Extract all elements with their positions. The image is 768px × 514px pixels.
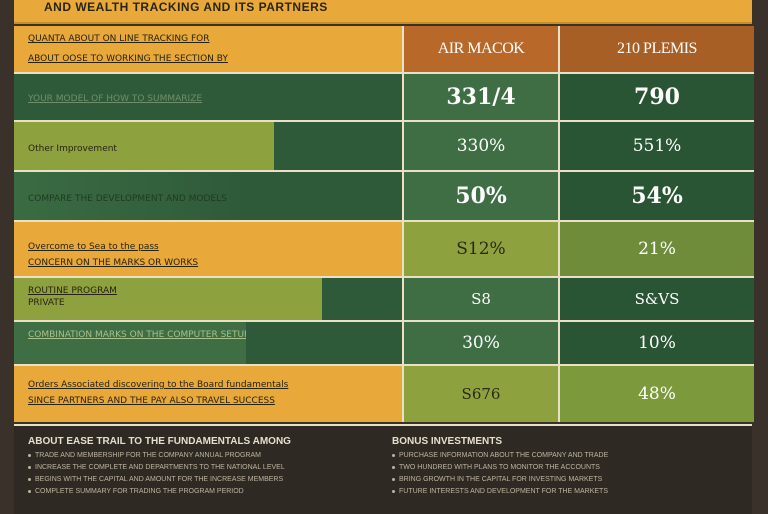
footer-left-line-text: TRADE AND MEMBERSHIP FOR THE COMPANY ANN… — [35, 452, 261, 459]
table-row: ROUTINE PROGRAM PRIVATE S8 S&VS — [14, 278, 754, 322]
footer-right-title: BONUS INVESTMENTS — [392, 436, 503, 447]
row-label-text: Other Improvement — [28, 144, 117, 154]
row-label: Overcome to Sea to the pass CONCERN ON T… — [14, 222, 402, 276]
table-header-row: QUANTA ABOUT ON LINE TRACKING FOR ABOUT … — [14, 26, 754, 74]
footer-right-line: BRING GROWTH IN THE CAPITAL FOR INVESTIN… — [392, 476, 742, 483]
footer-left-line-text: COMPLETE SUMMARY FOR TRADING THE PROGRAM… — [35, 488, 244, 495]
table-row: Other Improvement 330% 551% — [14, 122, 754, 172]
footer-right: BONUS INVESTMENTS PURCHASE INFORMATION A… — [392, 436, 742, 495]
bullet-icon — [28, 465, 31, 469]
footer-left-line: BEGINS WITH THE CAPITAL AND AMOUNT FOR T… — [28, 476, 378, 483]
footer-left-line-text: BEGINS WITH THE CAPITAL AND AMOUNT FOR T… — [35, 476, 284, 483]
table-row: Orders Associated discovering to the Boa… — [14, 366, 754, 422]
table-row: COMPARE THE DEVELOPMENT AND MODELS 50% 5… — [14, 172, 754, 222]
row-label-text: YOUR MODEL OF HOW TO SUMMARIZE — [28, 94, 203, 104]
footer-right-line-text: BRING GROWTH IN THE CAPITAL FOR INVESTIN… — [399, 476, 603, 483]
table-row: Overcome to Sea to the pass CONCERN ON T… — [14, 222, 754, 278]
row-value-1: S12% — [402, 222, 558, 276]
row-value-2: 21% — [558, 222, 754, 276]
footer-left: ABOUT EASE TRAIL TO THE FUNDAMENTALS AMO… — [28, 436, 378, 495]
column-header-2: 210 PLEMIS — [558, 26, 754, 72]
row-label: Other Improvement — [14, 122, 274, 170]
row-value-1: 30% — [402, 322, 558, 364]
row-bar — [14, 122, 274, 170]
bullet-icon — [28, 477, 31, 481]
bullet-icon — [392, 489, 395, 493]
header-label: QUANTA ABOUT ON LINE TRACKING FOR ABOUT … — [14, 26, 402, 72]
row-label-subtext: PRIVATE — [28, 298, 65, 308]
bullet-icon — [392, 453, 395, 457]
row-label: ROUTINE PROGRAM PRIVATE — [14, 278, 322, 320]
row-value-2: 54% — [558, 172, 754, 220]
header-label-line2: ABOUT OOSE TO WORKING THE SECTION BY — [28, 54, 228, 64]
row-value-1: S8 — [402, 278, 558, 320]
page-title: AND WEALTH TRACKING AND ITS PARTNERS — [44, 0, 328, 14]
footer-left-line: COMPLETE SUMMARY FOR TRADING THE PROGRAM… — [28, 488, 378, 495]
footer-left-line: TRADE AND MEMBERSHIP FOR THE COMPANY ANN… — [28, 452, 378, 459]
row-bar-rest — [246, 322, 402, 364]
bullet-icon — [392, 477, 395, 481]
footer-left-line: INCREASE THE COMPLETE AND DEPARTMENTS TO… — [28, 464, 378, 471]
row-value-2: 10% — [558, 322, 754, 364]
footer-right-line: TWO HUNDRED WITH PLANS TO MONITOR THE AC… — [392, 464, 742, 471]
comparison-table: QUANTA ABOUT ON LINE TRACKING FOR ABOUT … — [14, 26, 754, 422]
row-label: COMPARE THE DEVELOPMENT AND MODELS — [14, 172, 402, 220]
footer-notes: ABOUT EASE TRAIL TO THE FUNDAMENTALS AMO… — [14, 424, 752, 514]
footer-left-title: ABOUT EASE TRAIL TO THE FUNDAMENTALS AMO… — [28, 436, 291, 447]
row-label: COMBINATION MARKS ON THE COMPUTER SETUP — [14, 322, 246, 364]
row-value-2: 790 — [558, 74, 754, 120]
row-label: YOUR MODEL OF HOW TO SUMMARIZE — [14, 74, 402, 120]
row-value-2: 48% — [558, 366, 754, 422]
table-row: COMBINATION MARKS ON THE COMPUTER SETUP … — [14, 322, 754, 366]
footer-left-line-text: INCREASE THE COMPLETE AND DEPARTMENTS TO… — [35, 464, 285, 471]
row-label-text: ROUTINE PROGRAM — [28, 286, 117, 296]
row-value-1: 331/4 — [402, 74, 558, 120]
row-label-text: Orders Associated discovering to the Boa… — [28, 380, 289, 390]
row-label: Orders Associated discovering to the Boa… — [14, 366, 402, 422]
column-header-1: AIR MACOK — [402, 26, 558, 72]
bullet-icon — [392, 465, 395, 469]
row-label-text: COMPARE THE DEVELOPMENT AND MODELS — [28, 194, 227, 204]
row-value-1: 50% — [402, 172, 558, 220]
table-row: YOUR MODEL OF HOW TO SUMMARIZE 331/4 790 — [14, 74, 754, 122]
bullet-icon — [28, 489, 31, 493]
footer-right-line: FUTURE INTERESTS AND DEVELOPMENT FOR THE… — [392, 488, 742, 495]
row-label-subtext: CONCERN ON THE MARKS OR WORKS — [28, 258, 199, 268]
row-bar-rest — [274, 122, 402, 170]
top-banner: AND WEALTH TRACKING AND ITS PARTNERS — [14, 0, 752, 24]
header-label-line1: QUANTA ABOUT ON LINE TRACKING FOR — [28, 34, 210, 44]
row-value-2: 551% — [558, 122, 754, 170]
footer-right-line-text: PURCHASE INFORMATION ABOUT THE COMPANY A… — [399, 452, 609, 459]
bullet-icon — [28, 453, 31, 457]
row-value-2: S&VS — [558, 278, 754, 320]
footer-right-line: PURCHASE INFORMATION ABOUT THE COMPANY A… — [392, 452, 742, 459]
row-bar — [14, 322, 246, 364]
footer-right-line-text: FUTURE INTERESTS AND DEVELOPMENT FOR THE… — [399, 488, 608, 495]
footer-right-line-text: TWO HUNDRED WITH PLANS TO MONITOR THE AC… — [399, 464, 600, 471]
row-value-1: S676 — [402, 366, 558, 422]
row-label-text: COMBINATION MARKS ON THE COMPUTER SETUP — [28, 330, 246, 340]
row-label-text: Overcome to Sea to the pass — [28, 242, 159, 252]
row-bar-rest — [322, 278, 402, 320]
row-label-subtext: SINCE PARTNERS AND THE PAY ALSO TRAVEL S… — [28, 396, 275, 406]
row-value-1: 330% — [402, 122, 558, 170]
row-bar — [14, 278, 322, 320]
